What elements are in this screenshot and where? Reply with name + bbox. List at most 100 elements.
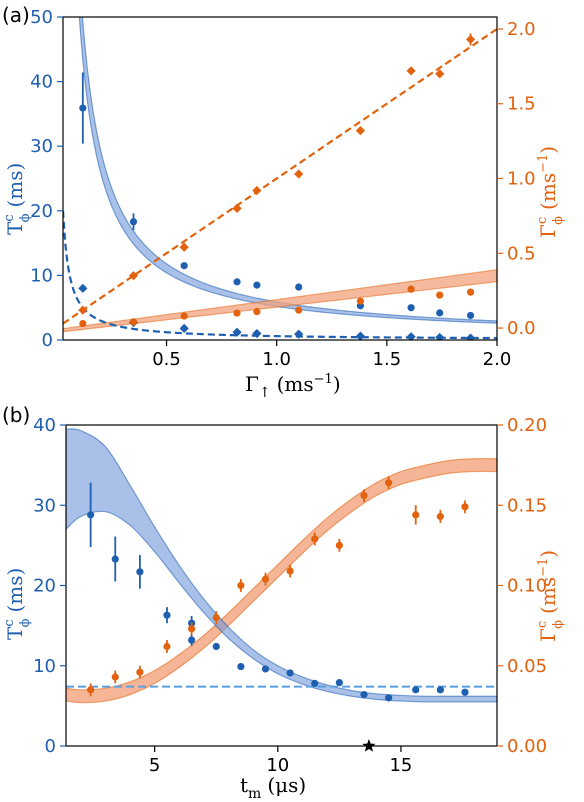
series-0-point bbox=[212, 642, 220, 651]
series-0-point bbox=[188, 636, 196, 644]
series-0-point bbox=[129, 218, 138, 226]
series-2-point bbox=[79, 319, 87, 328]
y-right-tick-label: 0.10 bbox=[507, 576, 547, 597]
series-0-point bbox=[461, 688, 469, 696]
panel-a-xlabel: Γ↑ (ms−1) bbox=[245, 372, 341, 401]
series-0-point bbox=[136, 568, 144, 576]
orange-fit-band bbox=[63, 269, 497, 333]
series-2-point bbox=[466, 288, 475, 296]
series-1-point bbox=[212, 614, 220, 622]
y-left-tick-label: 40 bbox=[30, 72, 53, 93]
series-1-point bbox=[188, 625, 196, 633]
series-0-point bbox=[111, 555, 119, 563]
panel-a-ylabel-right-text: Γcϕ(ms−1) bbox=[535, 146, 566, 238]
x-tick-label: 1.0 bbox=[262, 349, 291, 370]
series-1-point bbox=[461, 503, 469, 511]
x-tick-label: 5 bbox=[149, 755, 160, 776]
series-3-point bbox=[435, 69, 445, 79]
panel-b-label: (b) bbox=[2, 403, 30, 427]
series-3-point bbox=[355, 126, 366, 136]
series-1-point bbox=[232, 327, 242, 337]
series-0-point bbox=[466, 311, 475, 320]
series-1-point bbox=[237, 581, 245, 590]
y-right-tick-label: 0.05 bbox=[507, 656, 547, 677]
series-2-point bbox=[436, 291, 444, 299]
blue-fit-band bbox=[66, 428, 497, 703]
panel-a-label: (a) bbox=[2, 3, 30, 27]
x-tick-label: 2.0 bbox=[483, 349, 512, 370]
y-right-tick-label: 0.5 bbox=[507, 243, 536, 264]
series-1-point bbox=[360, 492, 368, 500]
series-1-point bbox=[261, 575, 270, 583]
x-tick-label: 0.5 bbox=[152, 349, 181, 370]
series-1-point bbox=[163, 642, 171, 651]
series-0-point bbox=[360, 691, 368, 699]
x-tick-label: 1.5 bbox=[373, 349, 402, 370]
series-0-point bbox=[180, 262, 188, 270]
y-left-tick-label: 10 bbox=[33, 656, 56, 677]
series-3-point bbox=[252, 185, 262, 196]
series-0-point bbox=[385, 694, 393, 702]
panel-b-ylabel-right-text: Γcϕ(ms−1) bbox=[535, 550, 566, 642]
y-right-tick-label: 0.00 bbox=[507, 736, 547, 757]
series-1-point bbox=[465, 333, 476, 340]
series-2-point bbox=[295, 306, 303, 314]
star-marker bbox=[362, 739, 376, 752]
y-left-tick-label: 0 bbox=[42, 330, 53, 351]
series-0-point bbox=[412, 686, 420, 694]
series-1-point bbox=[406, 332, 416, 340]
series-0-point bbox=[407, 304, 415, 312]
series-0-point bbox=[335, 679, 343, 687]
series-3-point bbox=[128, 271, 139, 281]
series-0-point bbox=[295, 283, 303, 291]
panel-b: (b) 5 10 15 0 10 20 30 40 0.00 0.05 0.10 0.15 0.20 Γc… bbox=[2, 403, 566, 802]
y-left-tick-label: 0 bbox=[45, 736, 56, 757]
y-right-tick-label: 1.0 bbox=[507, 169, 536, 190]
series-1-point bbox=[286, 567, 294, 575]
series-1-point bbox=[252, 328, 262, 339]
y-left-tick-label: 30 bbox=[33, 495, 56, 516]
series-0-point bbox=[311, 679, 319, 688]
series-0-point bbox=[261, 665, 270, 673]
panel-b-ylabel-left: Tcϕ(ms) bbox=[2, 568, 33, 640]
series-0-point bbox=[253, 281, 261, 289]
series-1-point bbox=[78, 283, 88, 293]
series-0-point bbox=[79, 104, 87, 112]
series-0-point bbox=[286, 669, 294, 677]
series-0-point bbox=[237, 662, 245, 671]
y-right-tick-label: 0.15 bbox=[507, 495, 547, 516]
series-1-point bbox=[294, 329, 304, 339]
y-left-tick-label: 40 bbox=[33, 415, 56, 436]
series-1-point bbox=[412, 511, 420, 519]
series-0-point bbox=[163, 611, 171, 619]
panel-b-xlabel: tm (μs) bbox=[240, 773, 306, 802]
series-3-point bbox=[78, 305, 88, 315]
series-1-point bbox=[111, 673, 119, 681]
series-0-point bbox=[436, 309, 444, 317]
series-0-point bbox=[436, 686, 444, 694]
blue-fit-band bbox=[78, 17, 497, 324]
series-3-point bbox=[232, 203, 242, 214]
series-1-point bbox=[436, 512, 444, 521]
series-1-point bbox=[311, 535, 319, 543]
y-left-tick-label: 20 bbox=[33, 576, 56, 597]
series-2-point bbox=[356, 297, 365, 305]
series-3-point bbox=[294, 169, 304, 179]
panel-a: (a) 0.5 1.0 1.5 2.0 0 10 20 30 40 50 0.0 0.5 1.0 1.5 2… bbox=[2, 3, 566, 401]
series-3-point bbox=[465, 34, 476, 45]
x-tick-label: 15 bbox=[389, 755, 412, 776]
series-2-point bbox=[253, 307, 261, 316]
series-2-point bbox=[233, 309, 241, 317]
series-1-point bbox=[179, 323, 189, 333]
series-1-point bbox=[87, 686, 95, 694]
series-3-point bbox=[406, 66, 416, 76]
series-1-point bbox=[335, 541, 343, 549]
y-right-tick-label: 2.0 bbox=[507, 19, 536, 40]
series-2-point bbox=[407, 285, 415, 293]
panel-a-frame bbox=[62, 16, 498, 341]
panel-a-ylabel-left: Tcϕ(ms) bbox=[2, 163, 33, 235]
orange-fit-band bbox=[66, 457, 497, 704]
series-3-point bbox=[179, 242, 189, 252]
series-1-point bbox=[136, 668, 144, 676]
